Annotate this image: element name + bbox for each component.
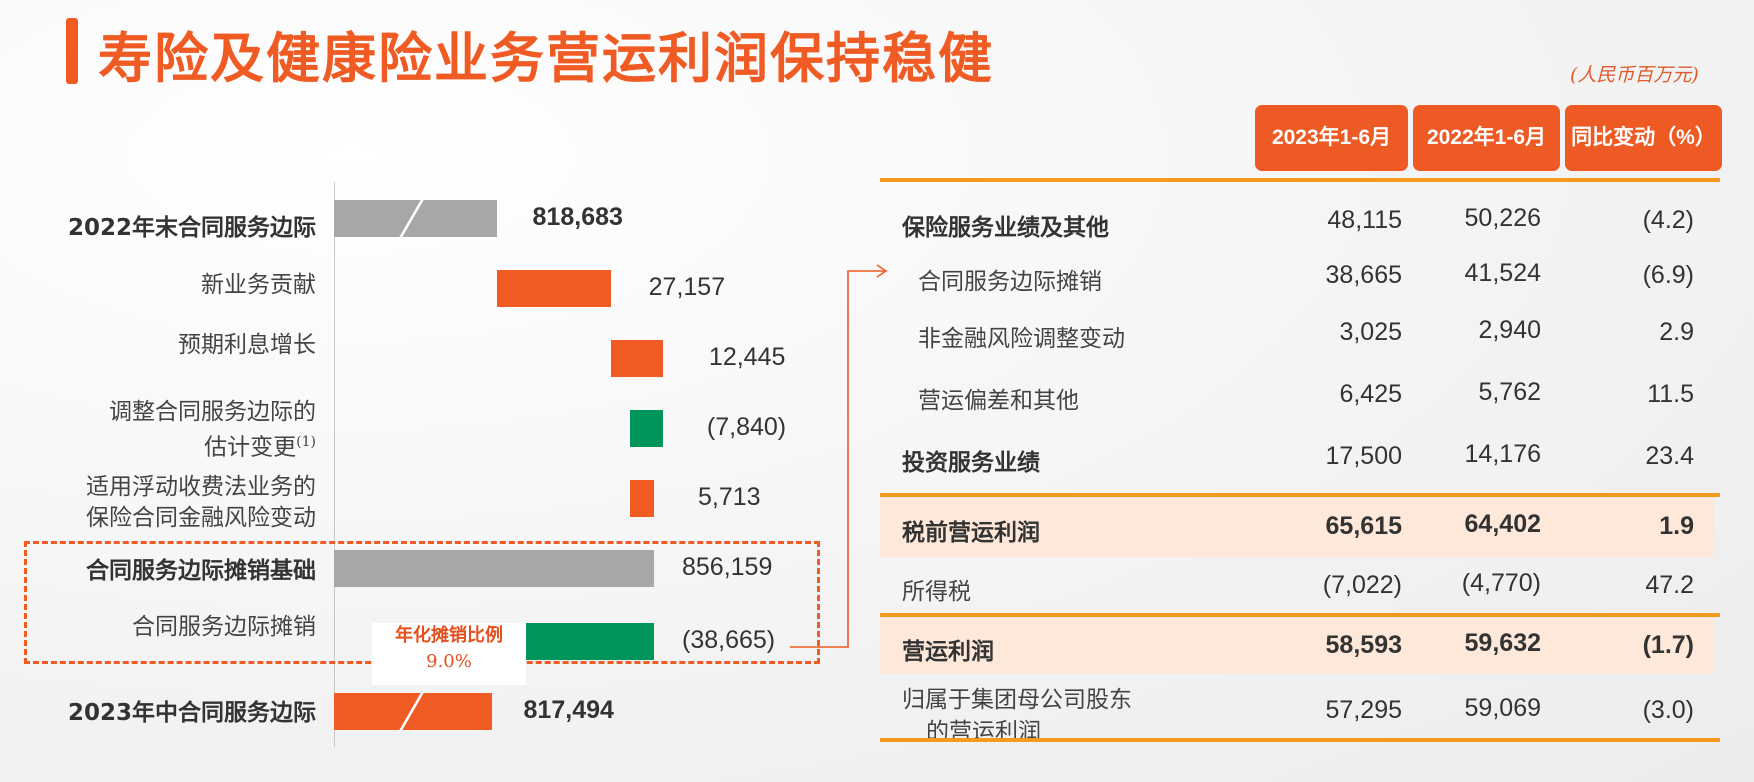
column-header-2022: 2022年1-6月	[1413, 105, 1560, 171]
column-header-change: 同比变动（%）	[1565, 105, 1722, 171]
bar-3	[629, 410, 663, 447]
bar-4	[629, 480, 654, 517]
bar-value-label: 27,157	[648, 273, 726, 301]
cell-2023: 17,500	[1325, 442, 1402, 470]
unit-note: (人民币百万元)	[1570, 64, 1699, 86]
bar-2	[610, 340, 663, 377]
bar-value-label: 5,713	[697, 483, 761, 511]
cell-2022: 2,940	[1478, 316, 1541, 344]
row-label: 税前营运利润	[902, 520, 1040, 546]
cell-2023: 6,425	[1339, 380, 1402, 408]
cell-change: 47.2	[1645, 571, 1694, 599]
cell-2023: 3,025	[1339, 318, 1402, 346]
bar-value-label: 12,445	[708, 343, 786, 371]
highlight-row-band	[880, 497, 1714, 557]
table-rule	[880, 613, 1720, 617]
category-label-text: 估计变更	[204, 434, 297, 461]
cell-change: 23.4	[1645, 442, 1694, 470]
cell-2023: 48,115	[1327, 206, 1402, 234]
category-label: 适用浮动收费法业务的	[86, 474, 316, 500]
cell-2022: 41,524	[1464, 259, 1541, 287]
cell-2023: 38,665	[1325, 261, 1402, 289]
cell-2023: (7,022)	[1322, 571, 1402, 599]
page-title: 寿险及健康险业务营运利润保持稳健	[98, 26, 994, 90]
category-label: 保险合同金融风险变动	[86, 505, 316, 531]
row-label: 保险服务业绩及其他	[902, 215, 1109, 241]
cell-change: 11.5	[1647, 380, 1694, 408]
amortization-ratio-annotation: 年化摊销比例 9.0%	[372, 623, 526, 685]
annotation-value: 9.0%	[426, 651, 472, 672]
cell-2022: 59,632	[1464, 629, 1541, 657]
category-label: 合同服务边际摊销基础	[86, 558, 316, 584]
category-label: 预期利息增长	[178, 332, 316, 358]
cell-2022: 50,226	[1464, 204, 1541, 232]
chart-axis-line	[334, 182, 335, 747]
cell-change: (1.7)	[1642, 631, 1694, 659]
cell-2022: (4,770)	[1461, 569, 1541, 597]
cell-2023: 65,615	[1325, 512, 1402, 540]
cell-2022: 5,762	[1478, 378, 1541, 406]
cell-2023: 58,593	[1325, 631, 1402, 659]
cell-2022: 14,176	[1464, 440, 1541, 468]
row-label: 合同服务边际摊销	[918, 269, 1102, 295]
footnote-marker: (1)	[296, 434, 316, 450]
cell-2022: 64,402	[1464, 510, 1541, 538]
bar-5	[334, 550, 654, 587]
cell-2022: 59,069	[1464, 694, 1541, 722]
category-label: 合同服务边际摊销	[132, 614, 316, 640]
cell-change: 2.9	[1659, 318, 1694, 346]
bar-1	[496, 270, 611, 307]
category-label: 2022年末合同服务边际	[67, 215, 316, 241]
bar-value-label: (7,840)	[706, 413, 787, 441]
bar-value-label: 818,683	[532, 203, 623, 231]
bar-value-label: 817,494	[523, 696, 614, 724]
bar-0	[334, 200, 497, 237]
cell-change: (4.2)	[1642, 206, 1694, 234]
row-label: 营运利润	[902, 639, 994, 665]
cell-change: 1.9	[1659, 512, 1694, 540]
category-label: 2023年中合同服务边际	[67, 700, 316, 726]
category-label: 估计变更(1)	[204, 427, 316, 463]
row-label: 投资服务业绩	[902, 450, 1040, 476]
cell-change: (3.0)	[1642, 696, 1694, 724]
cell-2023: 57,295	[1325, 696, 1402, 724]
title-accent-bar	[66, 18, 78, 84]
category-label: 调整合同服务边际的	[109, 399, 316, 425]
cell-change: (6.9)	[1642, 261, 1694, 289]
row-label: 非金融风险调整变动	[918, 326, 1125, 352]
row-label: 营运偏差和其他	[918, 388, 1079, 414]
row-label: 归属于集团母公司股东	[902, 687, 1132, 713]
bar-value-label: 856,159	[682, 553, 773, 581]
table-rule	[880, 493, 1720, 497]
table-rule	[880, 178, 1720, 182]
annotation-label: 年化摊销比例	[395, 625, 503, 646]
column-header-2023: 2023年1-6月	[1255, 105, 1408, 171]
highlight-row-band	[880, 617, 1714, 674]
row-label: 所得税	[902, 579, 971, 605]
category-label: 新业务贡献	[201, 272, 316, 298]
bar-value-label: (38,665)	[682, 626, 776, 654]
table-rule	[880, 738, 1720, 742]
